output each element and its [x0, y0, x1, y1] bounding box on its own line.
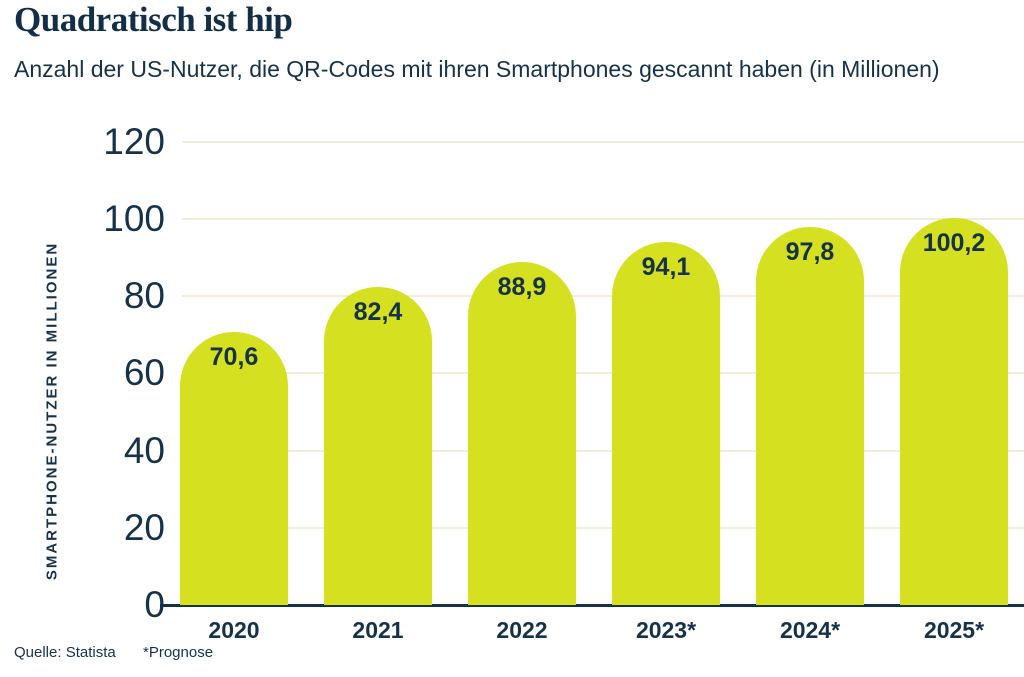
bar-2020: 70,6: [180, 332, 288, 605]
bar-2024: 97,8: [756, 227, 864, 605]
chart-title: Quadratisch ist hip: [14, 0, 293, 39]
bar-2025: 100,2: [900, 218, 1008, 605]
bar-value-label: 97,8: [785, 238, 835, 267]
y-tick-label-120: 120: [103, 120, 165, 162]
gridline-80: [182, 295, 1024, 298]
source-text: Quelle: Statista: [14, 644, 116, 661]
bar-value-label: 100,2: [922, 229, 986, 258]
x-tick-label-2022: 2022: [496, 617, 548, 643]
x-tick-label-2021: 2021: [352, 617, 404, 643]
y-tick-label-40: 40: [123, 429, 165, 471]
y-axis-title: SMARTPHONE-NUTZER IN MILLIONEN: [43, 241, 61, 581]
x-tick-label-2025: 2025*: [923, 617, 985, 643]
y-tick-label-0: 0: [144, 584, 165, 625]
gridline-40: [182, 449, 1024, 452]
chart-subtitle: Anzahl der US-Nutzer, die QR-Codes mit i…: [14, 56, 940, 82]
y-tick-label-80: 80: [123, 275, 165, 317]
y-tick-label-60: 60: [123, 352, 165, 394]
bar-value-label: 88,9: [497, 272, 547, 301]
gridline-100: [182, 218, 1024, 220]
x-tick-label-2024: 2024*: [779, 617, 841, 643]
x-tick-label-2020: 2020: [208, 617, 260, 643]
x-axis-line: [160, 604, 1024, 607]
bar-2021: 82,4: [324, 286, 432, 605]
gridline-120: [182, 140, 1024, 143]
x-tick-label-2023: 2023*: [635, 617, 697, 643]
y-tick-label-20: 20: [123, 506, 165, 548]
footnote-text: *Prognose: [143, 644, 214, 661]
y-tick-label-100: 100: [103, 198, 165, 239]
bar-2023: 94,1: [612, 241, 720, 605]
gridline-20: [182, 526, 1024, 529]
bar-value-label: 82,4: [353, 297, 403, 326]
bar-value-label: 70,6: [209, 343, 259, 372]
gridline-60: [182, 372, 1024, 375]
bar-2022: 88,9: [468, 261, 576, 605]
bar-value-label: 94,1: [641, 252, 691, 281]
